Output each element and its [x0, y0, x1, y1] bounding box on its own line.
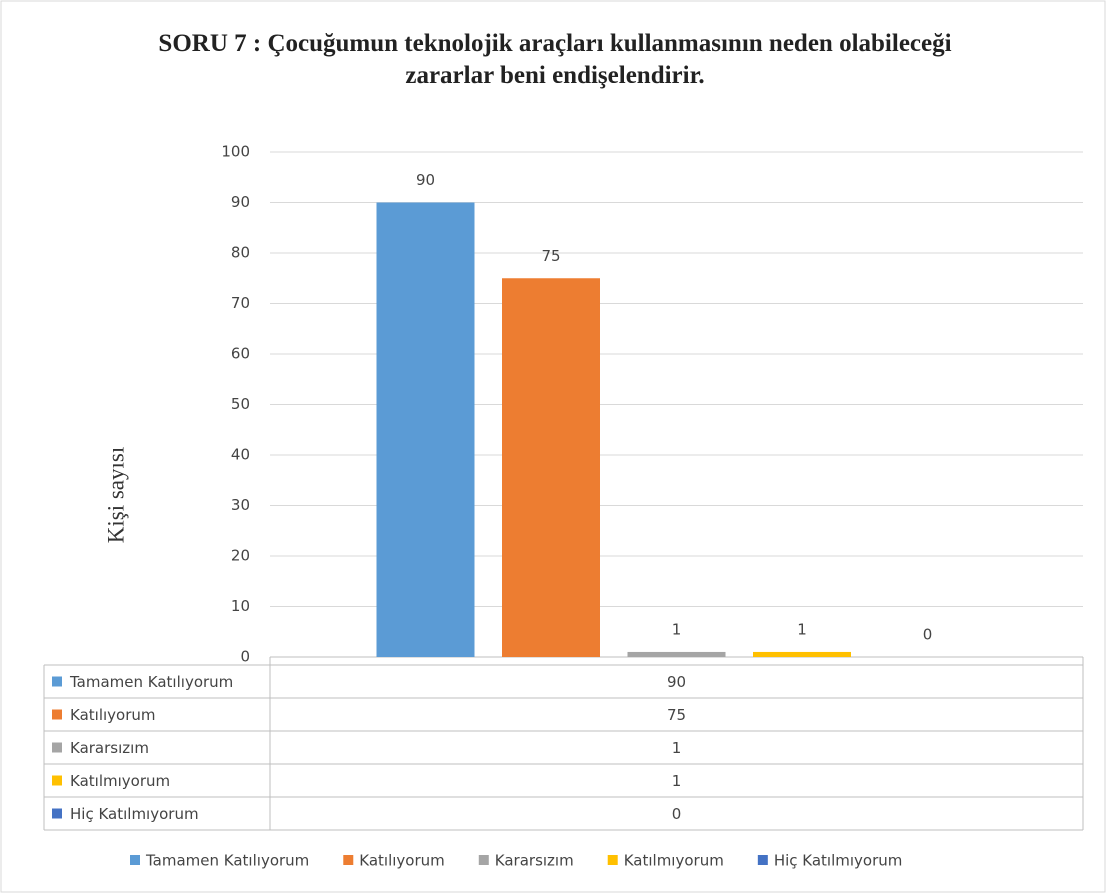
data-label: 75 [541, 247, 560, 265]
bar [502, 278, 600, 657]
y-tick-label: 90 [231, 193, 250, 211]
bar [376, 202, 475, 657]
y-axis-label: Kişi sayısı [103, 447, 128, 543]
bar [753, 651, 851, 657]
legend-label: Hiç Katılmıyorum [774, 852, 903, 870]
legend-key [757, 855, 768, 865]
table-row-label: Katılıyorum [70, 706, 156, 724]
table-value: 1 [672, 772, 682, 790]
table-legend-key [52, 808, 62, 819]
table-row-label: Tamamen Katılıyorum [69, 673, 233, 691]
y-tick-label: 100 [221, 143, 250, 161]
legend-key [478, 855, 489, 865]
y-tick-label: 80 [231, 244, 250, 262]
chart-title: SORU 7 : Çocuğumun teknolojik araçları k… [158, 30, 952, 89]
table-legend-key [52, 709, 62, 720]
bar [627, 651, 726, 657]
table-value: 0 [672, 805, 682, 823]
legend-label: Katılmıyorum [624, 852, 724, 870]
y-tick-label: 40 [231, 446, 250, 464]
table-row-label: Kararsızım [70, 739, 149, 757]
table-value: 90 [667, 673, 686, 691]
y-tick-label: 20 [231, 547, 250, 565]
y-tick-label: 60 [231, 345, 250, 363]
table-legend-key [52, 742, 62, 753]
legend-key [343, 855, 354, 865]
table-row-label: Hiç Katılmıyorum [70, 805, 199, 823]
data-label: 0 [923, 626, 933, 644]
legend-key [607, 855, 618, 865]
table-row-label: Katılmıyorum [70, 772, 170, 790]
y-tick-label: 0 [240, 648, 250, 666]
y-tick-label: 70 [231, 294, 250, 312]
table-legend-key [52, 676, 62, 687]
legend-label: Tamamen Katılıyorum [145, 852, 309, 870]
y-tick-label: 50 [231, 395, 250, 413]
legend-label: Katılıyorum [359, 852, 445, 870]
data-label: 1 [797, 620, 807, 638]
legend-key [130, 855, 140, 865]
y-tick-label: 10 [231, 597, 250, 615]
y-tick-label: 30 [231, 496, 250, 514]
table-legend-key [52, 775, 62, 786]
table-value: 1 [672, 739, 682, 757]
table-value: 75 [667, 706, 686, 724]
data-label: 1 [672, 620, 682, 638]
data-label: 90 [416, 171, 435, 189]
legend-label: Kararsızım [495, 852, 574, 870]
